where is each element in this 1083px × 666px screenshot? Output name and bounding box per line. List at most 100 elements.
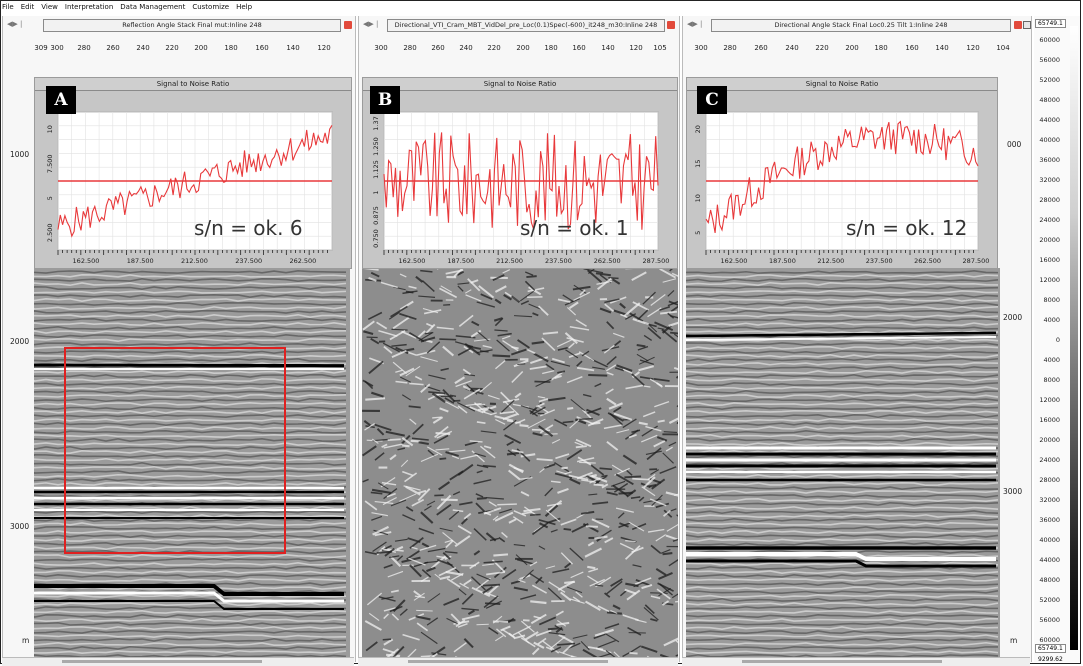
- seismic-event: [471, 450, 485, 463]
- scroll-thumb[interactable]: [742, 660, 942, 663]
- seismic-trace: [34, 290, 347, 294]
- seismic-event: [656, 436, 668, 442]
- seismic-section-b[interactable]: [362, 268, 678, 660]
- colorbar-label: 40000: [1039, 536, 1060, 544]
- menu-file[interactable]: File: [2, 3, 14, 11]
- seismic-trace: [686, 346, 999, 350]
- seismic-event: [440, 285, 453, 293]
- window-toggle-icon[interactable]: [1023, 21, 1031, 29]
- seismic-event: [487, 584, 500, 595]
- seismic-event: [574, 441, 584, 447]
- colorbar-gradient[interactable]: [1070, 26, 1078, 650]
- seismic-event: [592, 366, 605, 370]
- seismic-event: [475, 577, 491, 590]
- seismic-event: [461, 593, 474, 605]
- menu-data-management[interactable]: Data Management: [120, 3, 186, 11]
- seismic-event: [455, 619, 466, 628]
- seismic-event: [476, 470, 483, 474]
- menu-customize[interactable]: Customize: [192, 3, 230, 11]
- seismic-event: [420, 631, 438, 645]
- seismic-event: [496, 339, 510, 352]
- seismic-event: [661, 600, 670, 606]
- seismic-event: [572, 285, 591, 291]
- horizontal-scrollbar[interactable]: [682, 657, 1030, 666]
- seismic-event: [367, 311, 383, 321]
- seismic-event: [661, 328, 678, 343]
- seismic-event: [675, 654, 678, 657]
- seismic-event: [453, 642, 467, 653]
- seismic-event: [642, 291, 656, 305]
- seismic-event: [420, 383, 431, 393]
- menu-interpretation[interactable]: Interpretation: [64, 3, 114, 11]
- snr-y-tick: 5: [694, 231, 702, 235]
- seismic-event: [364, 423, 375, 431]
- seismic-event: [476, 464, 489, 469]
- seismic-event: [579, 418, 593, 420]
- seismic-section-a[interactable]: [34, 268, 350, 660]
- seismic-trace: [686, 614, 999, 618]
- seismic-event: [463, 638, 474, 649]
- seismic-event: [657, 582, 674, 592]
- colorbar-label: 28000: [1039, 476, 1060, 484]
- menu-help[interactable]: Help: [236, 3, 253, 11]
- seismic-event: [671, 593, 678, 599]
- seismic-event: [660, 549, 671, 555]
- seismic-event: [573, 284, 587, 295]
- seismic-trace: [34, 298, 347, 302]
- seismic-event: [658, 572, 673, 580]
- scroll-thumb[interactable]: [62, 660, 262, 663]
- seismic-event: [543, 463, 556, 469]
- seismic-event: [462, 368, 472, 376]
- scroll-thumb[interactable]: [408, 660, 608, 663]
- seismic-event: [493, 317, 503, 322]
- seismic-event: [390, 555, 402, 567]
- seismic-event: [477, 406, 490, 412]
- seismic-event: [409, 418, 417, 425]
- colorbar-panel: 65749.1 65749.1 9299.62 60000 56000 52000 4…: [1034, 16, 1080, 663]
- seismic-event: [659, 306, 671, 311]
- seismic-event: [511, 370, 524, 383]
- seismic-event: [371, 512, 389, 517]
- seismic-event: [631, 429, 641, 434]
- colorbar-label: 36000: [1039, 516, 1060, 524]
- close-icon[interactable]: [1014, 21, 1022, 29]
- seismic-trace: [34, 329, 347, 334]
- seismic-event: [611, 278, 621, 285]
- seismic-event: [548, 581, 566, 593]
- seismic-event: [645, 450, 662, 455]
- seismic-event: [478, 285, 495, 299]
- snr-series-line: [383, 132, 659, 230]
- seismic-event: [646, 447, 662, 461]
- seismic-event: [436, 555, 447, 559]
- seismic-event: [603, 344, 615, 354]
- seismic-trace: [34, 649, 347, 654]
- panel-a-title: Reflection Angle Stack Final mut:Inline …: [43, 19, 341, 32]
- seismic-event: [456, 270, 465, 276]
- nav-arrows-icon[interactable]: ◀▶ |: [363, 20, 379, 28]
- horizontal-scrollbar[interactable]: [358, 657, 678, 666]
- close-icon[interactable]: [667, 21, 675, 29]
- seismic-event: [497, 503, 517, 506]
- seismic-event: [412, 423, 424, 435]
- seismic-event: [474, 452, 486, 458]
- depth-label: m: [1010, 636, 1018, 645]
- seismic-trace: [34, 645, 347, 651]
- seismic-event: [593, 483, 604, 487]
- seismic-event: [383, 488, 398, 500]
- seismic-event: [618, 522, 631, 529]
- seismic-event: [604, 592, 611, 598]
- horizontal-scrollbar[interactable]: [2, 657, 354, 666]
- menu-view[interactable]: View: [41, 3, 58, 11]
- seismic-section-c[interactable]: [686, 268, 1000, 660]
- close-icon[interactable]: [344, 21, 352, 29]
- seismic-trace: [686, 377, 999, 382]
- seismic-trace: [34, 421, 347, 426]
- seismic-event: [389, 605, 403, 613]
- seismic-trace: [34, 430, 347, 435]
- nav-arrows-icon[interactable]: ◀▶ |: [687, 20, 703, 28]
- seismic-event: [527, 348, 536, 355]
- seismic-trace: [686, 541, 999, 547]
- nav-arrows-icon[interactable]: ◀▶ |: [7, 20, 23, 28]
- seismic-event: [527, 287, 545, 293]
- menu-edit[interactable]: Edit: [20, 3, 35, 11]
